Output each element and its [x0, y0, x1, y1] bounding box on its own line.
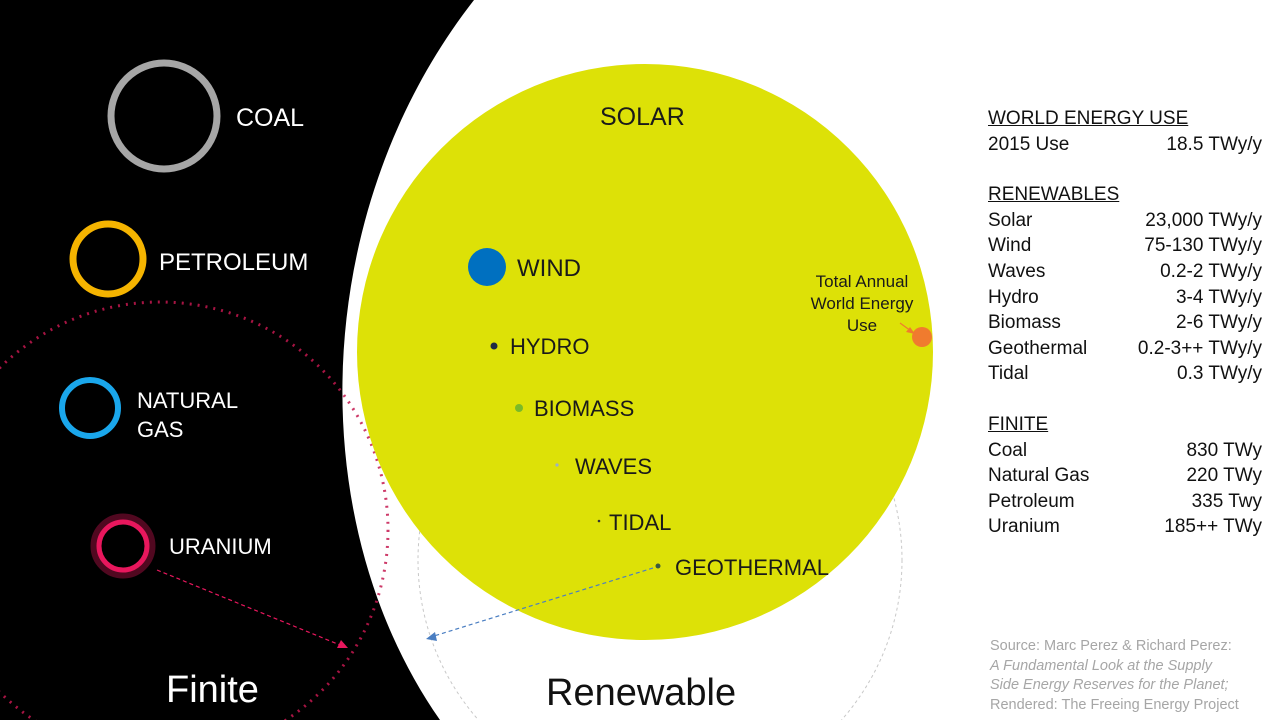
coal-circle: [107, 59, 221, 173]
coal-label: COAL: [236, 104, 304, 132]
geothermal-arrow: [433, 567, 654, 637]
wind-label: WIND: [517, 255, 581, 282]
finite-section-label: Finite: [166, 669, 259, 711]
row-value: 0.3 TWy/y: [1177, 363, 1262, 385]
uranium-label: URANIUM: [169, 534, 272, 559]
energy-summary-panel: WORLD ENERGY USE 2015 Use 18.5 TWy/y REN…: [988, 106, 1262, 540]
row-value: 185++ TWy: [1164, 516, 1262, 538]
world-use-arrowhead: [906, 327, 915, 334]
renewables-heading: RENEWABLES: [988, 184, 1120, 206]
wind-circle: [468, 248, 506, 286]
waves-dot: [555, 463, 559, 467]
row-value: 3-4 TWy/y: [1175, 286, 1262, 308]
hydro-dot: [490, 342, 498, 350]
source-line-4: Rendered: The Freeing Energy Project: [990, 696, 1239, 713]
renewables-row-wind: Wind 75-130 TWy/y: [988, 233, 1262, 259]
geothermal-label: GEOTHERMAL: [675, 555, 829, 580]
finite-row-petroleum: Petroleum 335 Twy: [988, 489, 1262, 515]
row-value: 830 TWy: [1186, 439, 1262, 461]
row-value: 2-6 TWy/y: [1175, 312, 1262, 334]
world-use-annotation-line3: Use: [847, 316, 877, 335]
renewable-section-label: Renewable: [546, 672, 736, 714]
world-use-annotation-line2: World Energy: [811, 294, 914, 313]
row-name: Hydro: [988, 286, 1039, 308]
renewables-row-tidal: Tidal 0.3 TWy/y: [988, 361, 1262, 387]
source-line-3: Side Energy Reserves for the Planet;: [990, 677, 1229, 693]
row-value: 335 Twy: [1191, 490, 1262, 512]
finite-row-uranium: Uranium 185++ TWy: [988, 514, 1262, 540]
source-line-1: Source: Marc Perez & Richard Perez:: [990, 638, 1232, 654]
uranium-extent-circle: [0, 300, 390, 720]
row-name: Natural Gas: [988, 465, 1090, 487]
uranium-arrow: [156, 569, 341, 646]
finite-heading: FINITE: [988, 413, 1049, 435]
uranium-circle: [96, 519, 150, 573]
natural-gas-label-line2: GAS: [137, 417, 183, 442]
renewables-row-solar: Solar 23,000 TWy/y: [988, 208, 1262, 234]
row-name: Coal: [988, 439, 1028, 461]
row-name: Tidal: [988, 363, 1029, 385]
petroleum-label: PETROLEUM: [159, 249, 308, 276]
finite-row-coal: Coal 830 TWy: [988, 438, 1262, 464]
geothermal-dot: [655, 563, 661, 569]
world-energy-heading: WORLD ENERGY USE: [988, 108, 1189, 129]
tidal-dot: [597, 519, 601, 523]
solar-label: SOLAR: [600, 103, 685, 131]
row-name: Wind: [988, 235, 1032, 257]
source-citation: Source: Marc Perez & Richard Perez: A Fu…: [990, 637, 1275, 715]
tidal-label: TIDAL: [609, 510, 671, 535]
row-name: 2015 Use: [988, 133, 1070, 155]
row-name: Biomass: [988, 312, 1061, 334]
row-value: 0.2-3++ TWy/y: [1137, 337, 1262, 359]
renewables-row-waves: Waves 0.2-2 TWy/y: [988, 259, 1262, 285]
row-value: 0.2-2 TWy/y: [1160, 260, 1262, 282]
finite-region: [0, 0, 474, 720]
uranium-arrowhead: [337, 640, 348, 648]
row-name: Waves: [988, 260, 1046, 282]
row-name: Solar: [988, 209, 1033, 231]
world-use-circle: [912, 327, 932, 347]
renewables-row-hydro: Hydro 3-4 TWy/y: [988, 285, 1262, 311]
petroleum-circle: [69, 220, 147, 298]
world-use-annotation-line1: Total Annual: [816, 272, 909, 291]
geothermal-arrowhead: [426, 632, 437, 641]
source-line-2: A Fundamental Look at the Supply: [990, 657, 1212, 674]
natural-gas-circle: [59, 377, 121, 439]
row-name: Petroleum: [988, 490, 1075, 512]
uranium-glow: [90, 513, 156, 579]
renewables-row-geothermal: Geothermal 0.2-3++ TWy/y: [988, 336, 1262, 362]
finite-row-natural-gas: Natural Gas 220 TWy: [988, 463, 1262, 489]
geothermal-extent-circle: [417, 317, 903, 720]
renewables-row-biomass: Biomass 2-6 TWy/y: [988, 310, 1262, 336]
row-value: 220 TWy: [1186, 465, 1262, 487]
row-name: Geothermal: [988, 337, 1088, 359]
world-energy-row: 2015 Use 18.5 TWy/y: [988, 132, 1262, 158]
biomass-label: BIOMASS: [534, 396, 634, 421]
natural-gas-label-line1: NATURAL: [137, 388, 238, 413]
waves-label: WAVES: [575, 454, 652, 479]
hydro-label: HYDRO: [510, 334, 589, 359]
biomass-dot: [515, 404, 523, 412]
row-value: 18.5 TWy/y: [1166, 133, 1262, 155]
row-name: Uranium: [988, 516, 1060, 538]
solar-circle: [357, 64, 933, 640]
row-value: 75-130 TWy/y: [1144, 235, 1262, 257]
row-value: 23,000 TWy/y: [1145, 209, 1262, 231]
